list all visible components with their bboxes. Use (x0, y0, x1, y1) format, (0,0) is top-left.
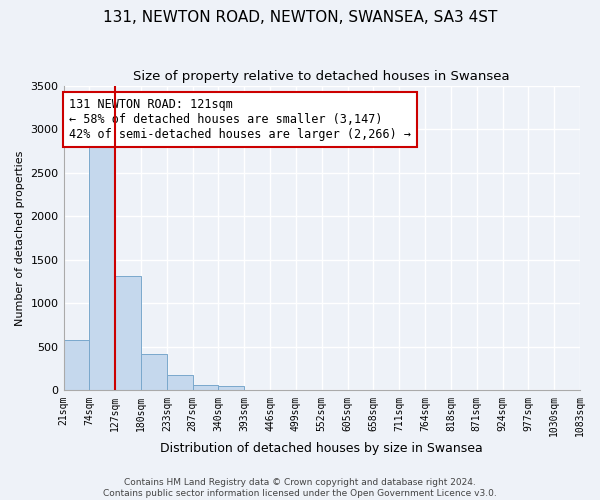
Bar (141, 354, 167, 391)
Title: Size of property relative to detached houses in Swansea: Size of property relative to detached ho… (133, 70, 510, 83)
Bar (218, 386, 244, 390)
Bar (167, 375, 193, 390)
X-axis label: Distribution of detached houses by size in Swansea: Distribution of detached houses by size … (160, 442, 483, 455)
Bar (89, 138, 115, 390)
Text: 131 NEWTON ROAD: 121sqm
← 58% of detached houses are smaller (3,147)
42% of semi: 131 NEWTON ROAD: 121sqm ← 58% of detache… (69, 98, 411, 141)
Bar (115, 276, 141, 390)
Bar (64, 340, 89, 390)
Text: 131, NEWTON ROAD, NEWTON, SWANSEA, SA3 4ST: 131, NEWTON ROAD, NEWTON, SWANSEA, SA3 4… (103, 10, 497, 25)
Text: Contains HM Land Registry data © Crown copyright and database right 2024.
Contai: Contains HM Land Registry data © Crown c… (103, 478, 497, 498)
Y-axis label: Number of detached properties: Number of detached properties (15, 150, 25, 326)
Bar (193, 385, 218, 390)
